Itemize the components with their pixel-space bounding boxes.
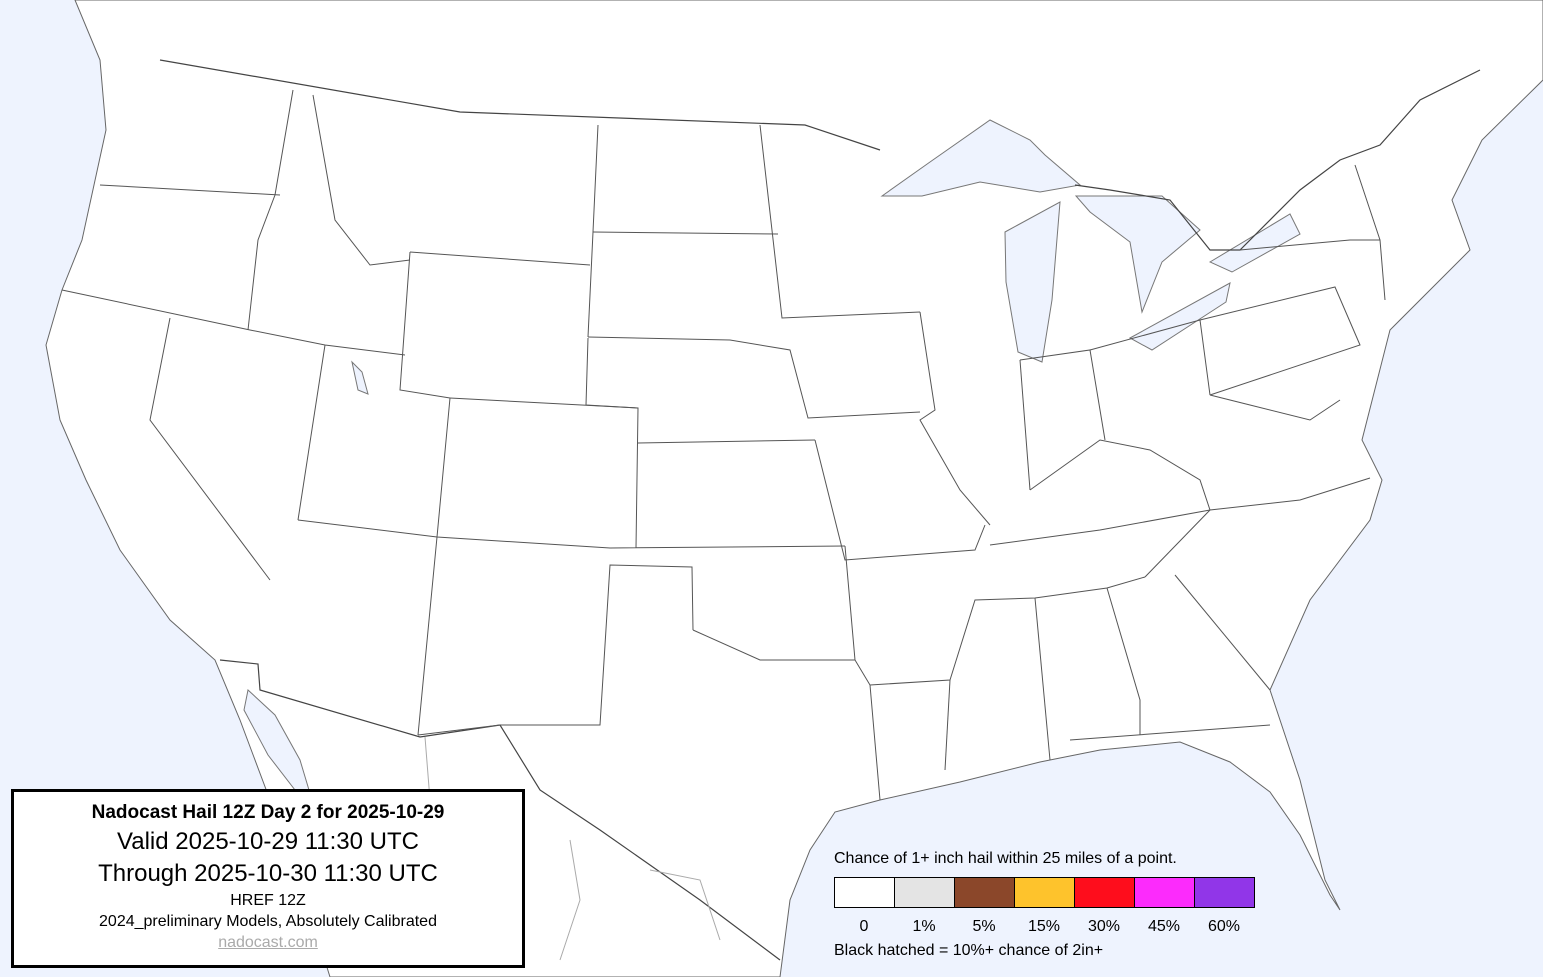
valid-time: Valid 2025-10-29 11:30 UTC [117,828,419,855]
hatch-note: Black hatched = 10%+ chance of 2in+ [834,942,1104,959]
great-salt-lake [351,360,369,395]
legend-label: 15% [1027,918,1061,935]
legend-label: 1% [912,918,936,935]
legend-swatch-45 [1135,878,1195,907]
legend-swatch-60 [1195,878,1254,907]
legend-label: 5% [972,918,996,935]
legend-labels: 0 1% 5% 15% 30% 45% 60% [834,918,1254,936]
probability-legend: Chance of 1+ inch hail within 25 miles o… [834,850,1264,960]
legend-title: Chance of 1+ inch hail within 25 miles o… [834,850,1177,867]
legend-swatch-5 [955,878,1015,907]
forecast-title: Nadocast Hail 12Z Day 2 for 2025-10-29 [91,802,445,823]
legend-swatch-0 [835,878,895,907]
state-borders [61,89,1386,801]
legend-label: 45% [1147,918,1181,935]
lake-superior [880,119,1082,197]
nadocast-link[interactable]: nadocast.com [218,934,318,951]
legend-label: 30% [1087,918,1121,935]
legend-color-bar [834,877,1255,908]
legend-swatch-15 [1015,878,1075,907]
forecast-info-box: Nadocast Hail 12Z Day 2 for 2025-10-29 V… [11,789,525,968]
legend-swatch-1 [895,878,955,907]
legend-label: 0 [859,918,869,935]
lake-ontario [1208,213,1301,273]
lake-michigan [1004,201,1061,363]
through-time: Through 2025-10-30 11:30 UTC [98,860,438,887]
lake-erie [1128,282,1231,351]
calibration-note: 2024_preliminary Models, Absolutely Cali… [99,913,437,930]
lake-huron [1074,195,1201,314]
legend-swatch-30 [1075,878,1135,907]
model-name: HREF 12Z [230,892,306,909]
legend-label: 60% [1207,918,1241,935]
